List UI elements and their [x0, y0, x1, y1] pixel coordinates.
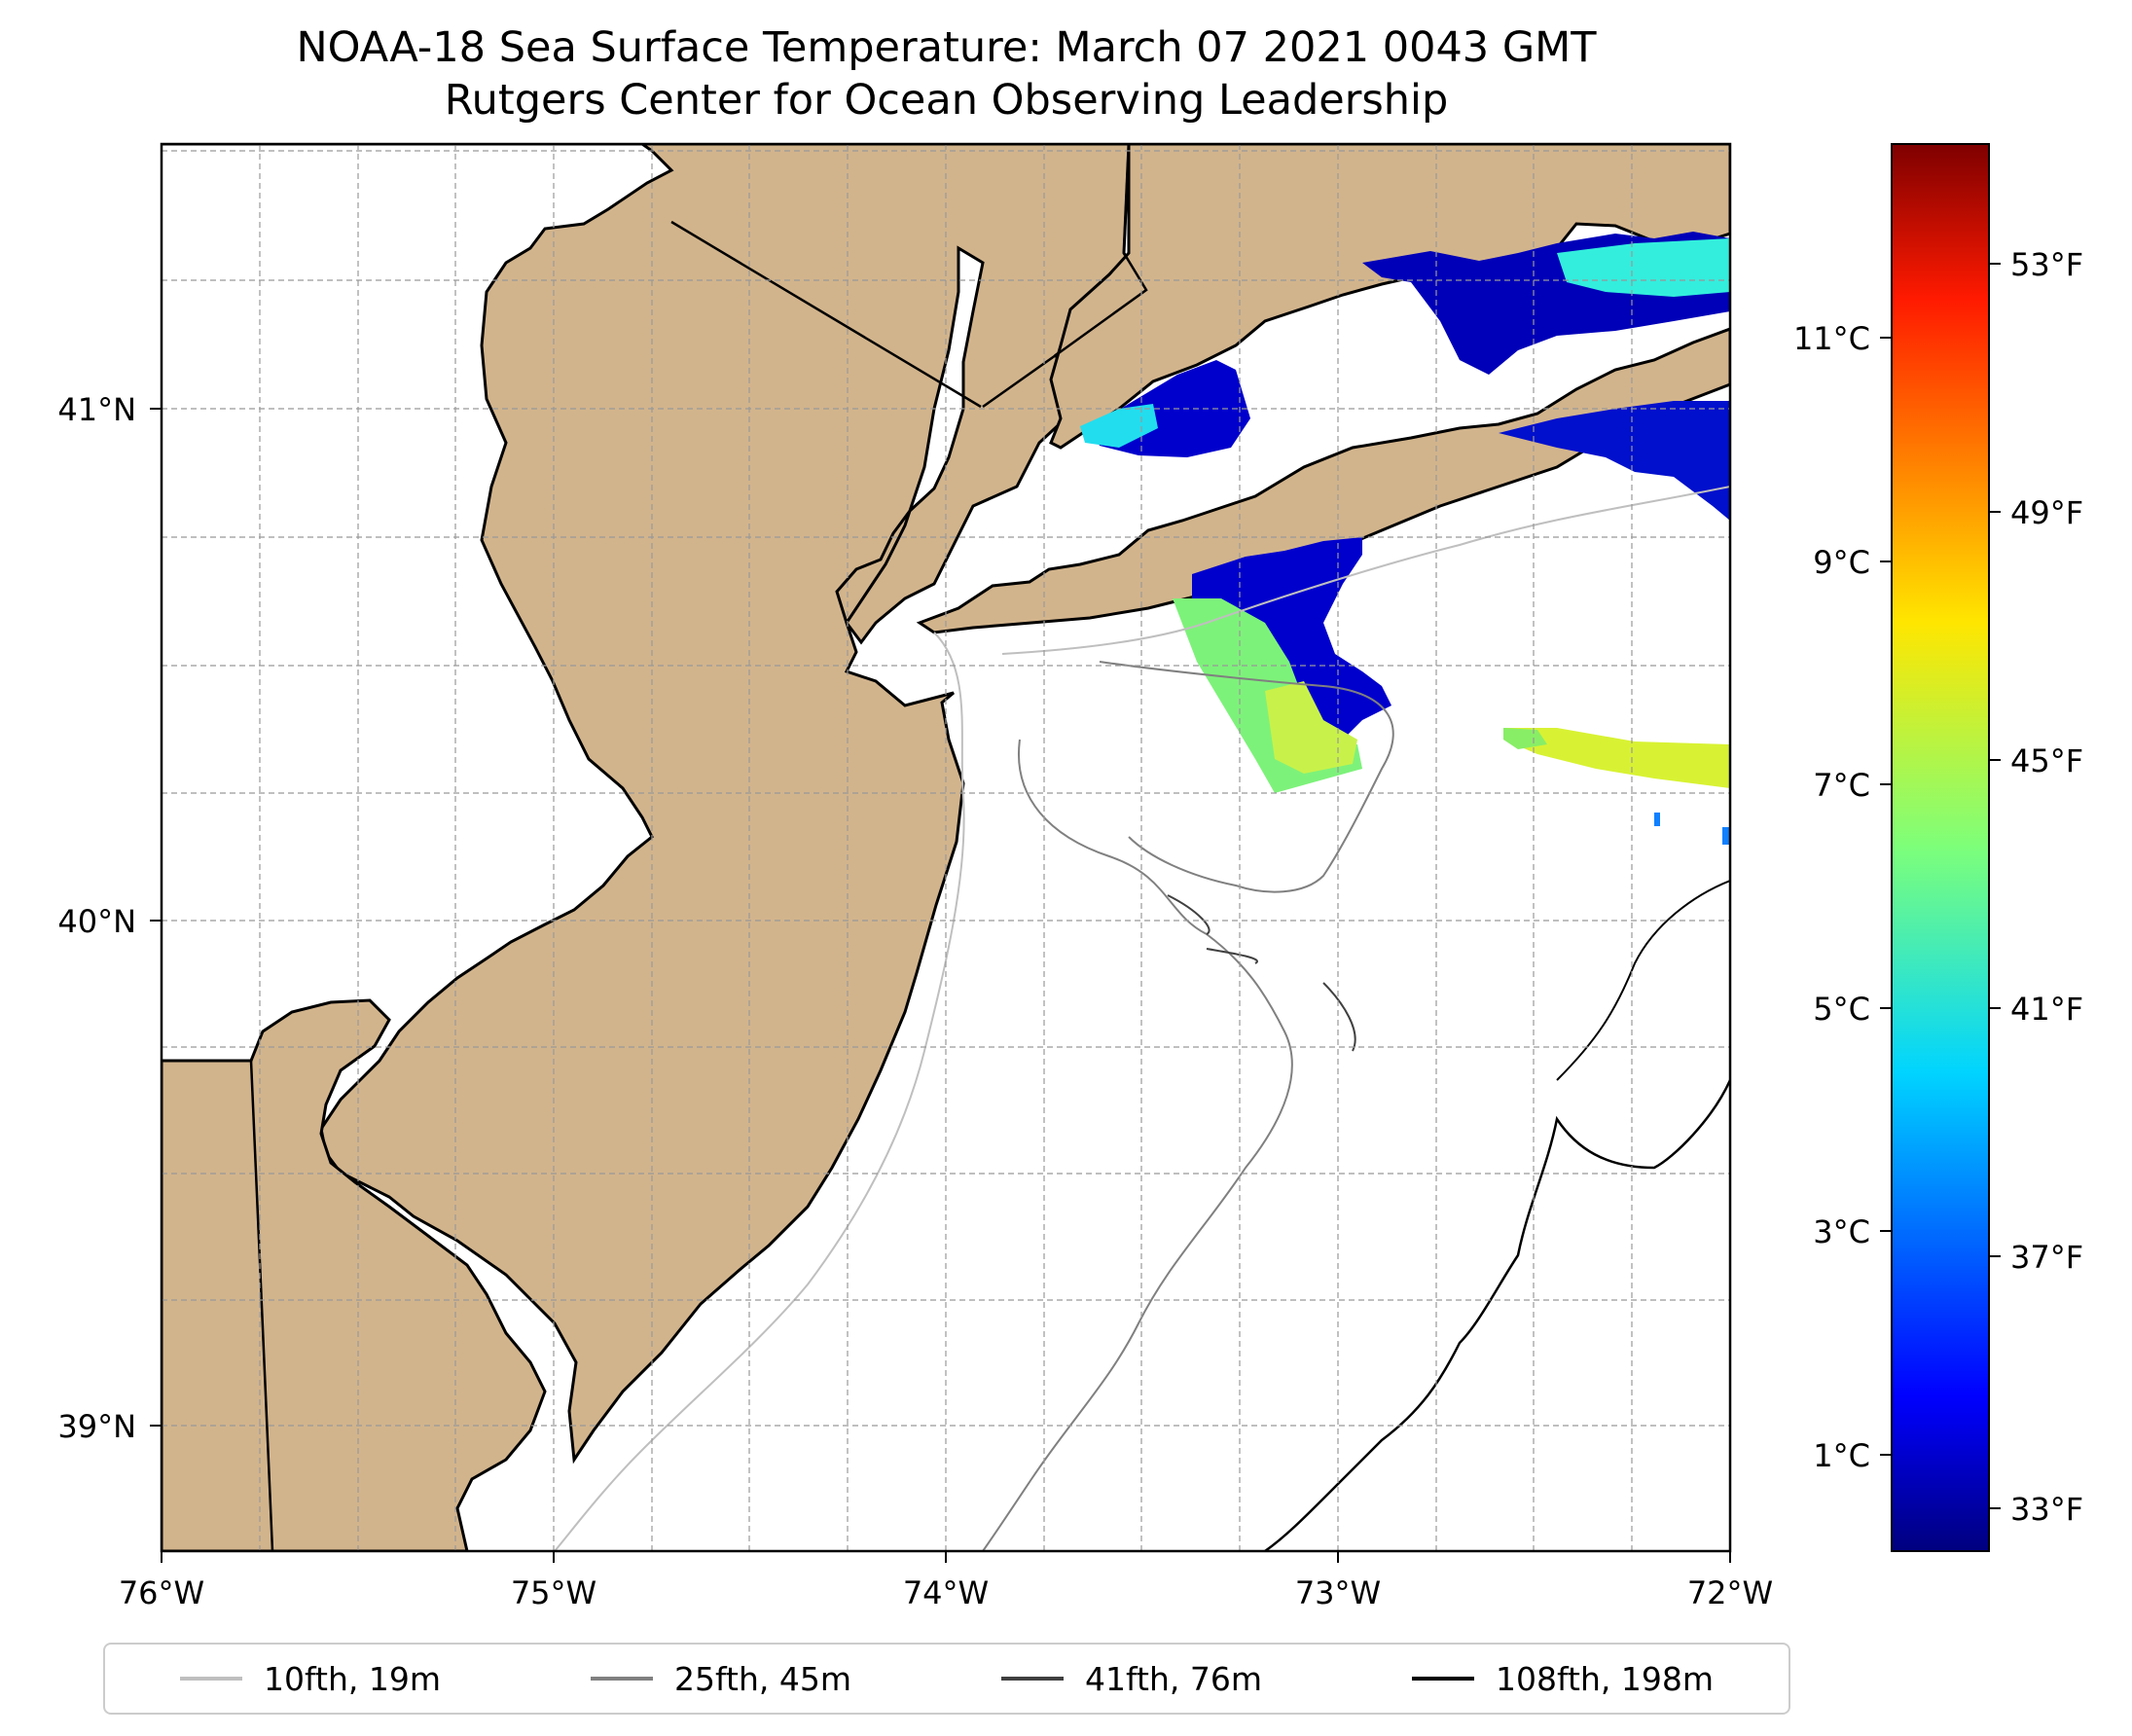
- cb-f-49: 49°F: [2010, 494, 2083, 531]
- contour-10fth: [554, 632, 965, 1551]
- x-tick-76w: 76°W: [119, 1574, 204, 1611]
- contour-10fth-li: [1001, 486, 1730, 655]
- sst-patch-nybight-yellow: [1265, 681, 1357, 774]
- sst-patch-blue-speck-1: [1654, 813, 1660, 826]
- map-subtitle: Rutgers Center for Ocean Observing Leade…: [444, 76, 1449, 125]
- gridlines: [162, 144, 1730, 1551]
- cb-f-41: 41°F: [2010, 991, 2083, 1028]
- bathymetry-legend: 10fth, 19m 25fth, 45m 41fth, 76m 108fth,…: [103, 1643, 1790, 1715]
- sst-patch-peconic: [1499, 401, 1730, 521]
- sst-patch-sound-cyan-east: [1557, 238, 1730, 297]
- map-area: [162, 144, 1730, 1551]
- sst-patch-offshore-band: [1503, 728, 1730, 788]
- colorbar-celsius-labels: 1°C 3°C 5°C 7°C 9°C 11°C: [1793, 320, 1870, 1474]
- x-tick-75w: 75°W: [511, 1574, 596, 1611]
- legend-item-10fth: 10fth, 19m: [180, 1660, 441, 1698]
- axis-ticks: [150, 408, 1731, 1563]
- cb-f-45: 45°F: [2010, 742, 2083, 779]
- contour-25fth: [982, 739, 1293, 1551]
- x-tick-74w: 74°W: [903, 1574, 989, 1611]
- colorbar-celsius-ticks: [1880, 337, 1892, 1456]
- x-tick-72w: 72°W: [1687, 1574, 1773, 1611]
- legend-swatch-10fth: [180, 1677, 242, 1681]
- colorbar-fahrenheit-labels: 33°F 37°F 41°F 45°F 49°F 53°F: [2010, 246, 2083, 1528]
- legend-swatch-108fth: [1412, 1677, 1474, 1681]
- y-tick-labels: 39°N 40°N 41°N: [57, 391, 136, 1445]
- contour-41fth: [1167, 894, 1356, 1052]
- cb-c-3: 3°C: [1813, 1213, 1870, 1250]
- legend-swatch-25fth: [591, 1677, 653, 1681]
- cb-c-1: 1°C: [1813, 1437, 1870, 1474]
- colorbar-gradient: [1891, 143, 1990, 1552]
- bathymetry-contours: [554, 486, 1730, 1551]
- connecticut-landmass: [1049, 144, 1730, 450]
- state-boundaries: [249, 144, 1148, 1551]
- legend-label-108fth: 108fth, 198m: [1496, 1659, 1714, 1698]
- sst-patch-offshore-green: [1503, 728, 1547, 749]
- legend-item-25fth: 25fth, 45m: [591, 1660, 851, 1698]
- x-tick-labels: 76°W 75°W 74°W 73°W 72°W: [119, 1574, 1773, 1611]
- map-title: NOAA-18 Sea Surface Temperature: March 0…: [296, 23, 1597, 72]
- cb-c-9: 9°C: [1813, 544, 1870, 581]
- colorbar: 1°C 3°C 5°C 7°C 9°C 11°C 33°F 37°F 41°F …: [1793, 143, 2083, 1552]
- legend-item-108fth: 108fth, 198m: [1412, 1660, 1714, 1698]
- contour-108fth: [1264, 1079, 1730, 1551]
- sst-patch-li-south-shore: [1192, 537, 1391, 744]
- y-tick-40n: 40°N: [57, 903, 136, 940]
- legend-swatch-41fth: [1001, 1677, 1064, 1681]
- legend-label-10fth: 10fth, 19m: [264, 1659, 441, 1698]
- cb-f-53: 53°F: [2010, 246, 2083, 283]
- cb-c-11: 11°C: [1793, 320, 1870, 357]
- cb-c-7: 7°C: [1813, 767, 1870, 804]
- legend-item-41fth: 41fth, 76m: [1001, 1660, 1262, 1698]
- colorbar-fahrenheit-ticks: [1989, 263, 2001, 1509]
- sst-patch-blue-speck-2: [1722, 827, 1730, 845]
- y-tick-41n: 41°N: [57, 391, 136, 428]
- cb-f-33: 33°F: [2010, 1491, 2083, 1528]
- delmarva-landmass: [162, 998, 547, 1551]
- y-tick-39n: 39°N: [57, 1408, 136, 1445]
- sst-patch-li-sound-cyan: [1080, 404, 1158, 448]
- legend-label-25fth: 25fth, 45m: [674, 1659, 851, 1698]
- legend-label-41fth: 41fth, 76m: [1085, 1659, 1262, 1698]
- cb-c-5: 5°C: [1813, 991, 1870, 1028]
- sst-data-patches: [1080, 232, 1730, 845]
- mainland-landmass: [162, 144, 1149, 1465]
- cb-f-37: 37°F: [2010, 1239, 2083, 1276]
- x-tick-73w: 73°W: [1295, 1574, 1381, 1611]
